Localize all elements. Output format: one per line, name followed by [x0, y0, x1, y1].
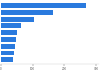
Bar [1, 3, 86, 8]
Bar [1, 51, 14, 55]
Bar [1, 30, 17, 35]
Bar [1, 23, 21, 28]
Bar [1, 37, 16, 42]
Bar [1, 17, 34, 22]
Bar [1, 10, 53, 15]
Bar [1, 57, 13, 62]
Bar [1, 44, 15, 49]
